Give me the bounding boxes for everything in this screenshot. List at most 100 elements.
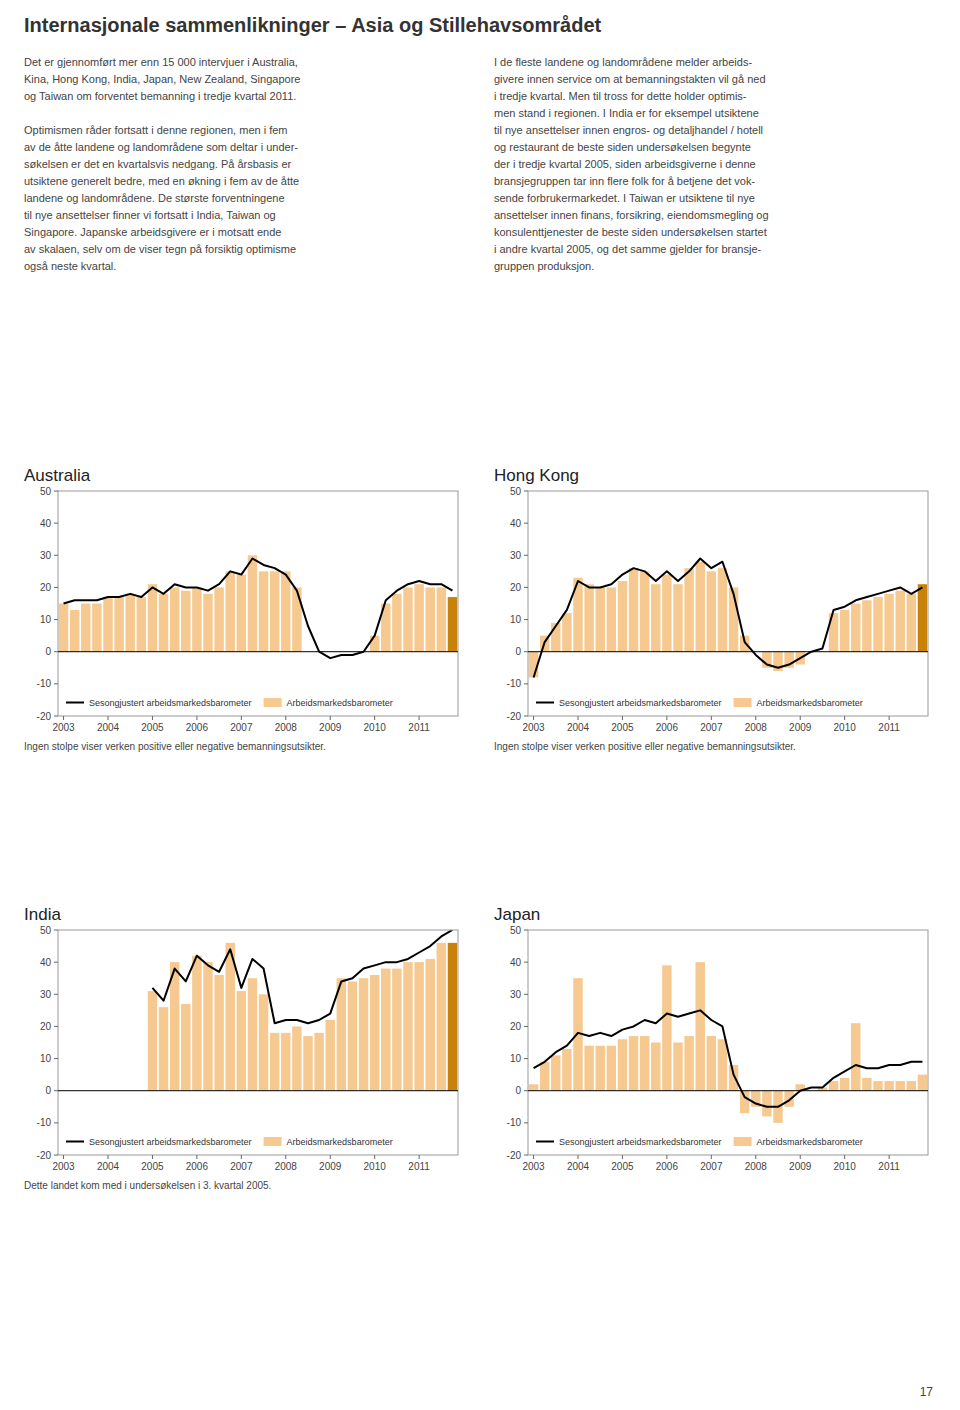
bar <box>281 571 290 651</box>
bar <box>584 584 593 652</box>
bar <box>70 610 79 652</box>
bar <box>203 594 212 652</box>
bar <box>629 568 638 652</box>
bar <box>729 1065 738 1091</box>
zero-line <box>528 1090 928 1091</box>
chart: Japan-20-1001020304050200320042005200620… <box>494 905 928 1172</box>
y-tick-label: 20 <box>40 1021 52 1032</box>
chart-note: Ingen stolpe viser verken positive eller… <box>494 741 796 752</box>
x-tick-label: 2006 <box>186 722 209 733</box>
bar <box>684 568 693 652</box>
x-tick <box>63 1155 64 1159</box>
y-tick <box>524 523 528 524</box>
chart-title: India <box>24 905 61 924</box>
bar <box>862 1078 871 1091</box>
x-tick <box>666 1155 667 1159</box>
bar <box>629 1036 638 1091</box>
bar <box>92 604 101 652</box>
zero-line <box>58 1090 458 1091</box>
y-tick <box>54 1026 58 1027</box>
bar <box>907 594 916 652</box>
legend: Sesongjustert arbeidsmarkedsbarometerArb… <box>536 698 863 708</box>
y-tick-label: 0 <box>515 1085 521 1096</box>
y-tick-label: -10 <box>507 1117 522 1128</box>
bar <box>214 587 223 651</box>
line <box>534 559 923 678</box>
chart-title: Hong Kong <box>494 466 579 485</box>
y-tick <box>54 683 58 684</box>
x-tick <box>196 716 197 720</box>
x-tick-label: 2007 <box>700 722 723 733</box>
bar <box>562 613 571 652</box>
bar <box>840 610 849 652</box>
bar <box>314 1033 323 1091</box>
x-tick-label: 2009 <box>319 1161 342 1172</box>
x-tick <box>152 1155 153 1159</box>
x-tick <box>889 716 890 720</box>
y-tick <box>524 683 528 684</box>
x-tick <box>800 1155 801 1159</box>
y-tick <box>524 962 528 963</box>
x-tick <box>108 1155 109 1159</box>
x-tick <box>63 716 64 720</box>
bar <box>81 604 90 652</box>
lines <box>534 559 923 678</box>
bar <box>740 1091 749 1114</box>
y-tick-label: 30 <box>510 550 522 561</box>
page-number: 17 <box>920 1385 934 1399</box>
x-tick-label: 2007 <box>230 722 253 733</box>
y-tick <box>524 1122 528 1123</box>
x-tick-label: 2008 <box>745 1161 768 1172</box>
bar <box>437 943 446 1091</box>
y-tick <box>524 1155 528 1156</box>
bar <box>596 587 605 651</box>
x-tick-label: 2010 <box>364 722 387 733</box>
y-tick <box>54 619 58 620</box>
legend-label: Arbeidsmarkedsbarometer <box>757 698 863 708</box>
bar <box>237 991 246 1091</box>
plot-frame <box>58 491 458 716</box>
x-tick <box>711 716 712 720</box>
bar <box>596 1046 605 1091</box>
bar <box>607 1046 616 1091</box>
lines <box>64 559 453 659</box>
bar <box>884 1081 893 1091</box>
bar <box>226 571 235 651</box>
bar <box>707 571 716 651</box>
bar <box>259 994 268 1090</box>
bar <box>618 581 627 652</box>
text-column: Det er gjennomført mer enn 15 000 interv… <box>24 54 464 275</box>
y-tick <box>54 651 58 652</box>
legend-label: Sesongjustert arbeidsmarkedsbarometer <box>559 1137 722 1147</box>
y-tick-label: 0 <box>45 646 51 657</box>
line <box>534 1010 923 1106</box>
y-tick <box>54 1122 58 1123</box>
legend-swatch <box>734 698 752 707</box>
bar <box>873 597 882 652</box>
bar <box>248 555 257 651</box>
x-tick <box>241 1155 242 1159</box>
x-tick <box>622 716 623 720</box>
x-tick-label: 2003 <box>52 1161 75 1172</box>
x-tick <box>374 716 375 720</box>
bar <box>392 969 401 1091</box>
x-tick-label: 2008 <box>745 722 768 733</box>
x-tick-label: 2009 <box>319 722 342 733</box>
legend-swatch <box>264 698 282 707</box>
bar <box>640 1036 649 1091</box>
y-tick <box>524 716 528 717</box>
bar <box>403 962 412 1091</box>
bar <box>851 1023 860 1091</box>
bar <box>270 1033 279 1091</box>
legend-item: Sesongjustert arbeidsmarkedsbarometer <box>536 1137 722 1147</box>
legend: Sesongjustert arbeidsmarkedsbarometerArb… <box>66 1137 393 1147</box>
y-tick <box>54 716 58 717</box>
y-tick <box>524 651 528 652</box>
x-tick-label: 2007 <box>230 1161 253 1172</box>
bar <box>707 1036 716 1091</box>
x-tick-label: 2004 <box>97 1161 120 1172</box>
x-tick <box>578 716 579 720</box>
y-tick <box>54 555 58 556</box>
x-tick-label: 2004 <box>567 1161 590 1172</box>
plot-frame <box>528 930 928 1155</box>
